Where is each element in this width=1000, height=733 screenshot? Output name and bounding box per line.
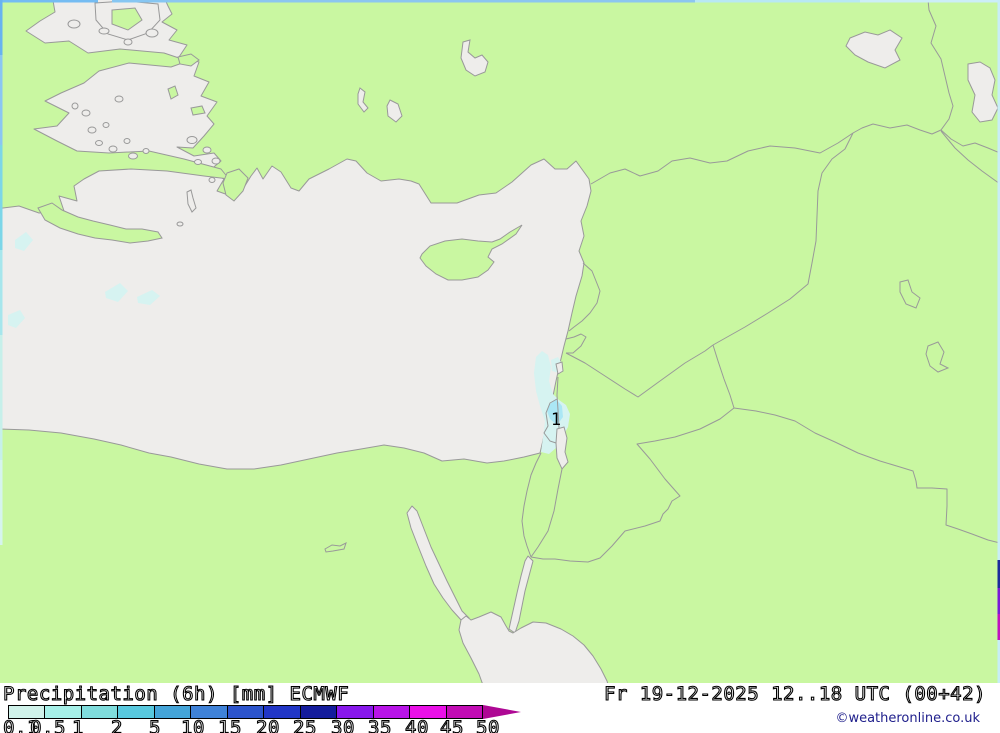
border-west-bank [543,398,558,444]
scale-value-label: 30 [331,717,355,733]
green-islands [37,53,523,281]
lakes [357,29,999,123]
legend-scale-cell [373,706,411,718]
legend-scale-cell [118,706,155,718]
legend-scale-cell [9,706,46,718]
depressions [324,279,950,553]
scale-arrow-icon [483,705,521,719]
scale-value-label: 20 [256,717,280,733]
sea-of-galilee [555,361,564,375]
legend-scale-cell [300,706,338,718]
scale-value-label: 1 [71,717,84,733]
border-turkey-syria [590,132,854,185]
legend-scale-cell [337,706,374,718]
scale-value-label: 10 [181,717,205,733]
border-jordan-saudi [530,407,735,563]
border-syria-iraq [712,132,854,346]
legend-scale-cell [45,706,82,718]
legend-scale-cell [264,706,301,718]
edge-strips [0,0,1000,683]
precip-core-spot [547,399,563,425]
border-jordan-iraq [712,344,735,409]
border-lebanon-syria [568,262,601,332]
scale-value-label: 45 [440,717,464,733]
forecast-datetime: Fr 19-12-2025 12..18 UTC (00+42) [603,683,986,705]
lake-urmia [967,61,999,123]
red-sea [406,505,609,683]
precipitation-scale [8,705,483,719]
legend-scale-cell [191,706,228,718]
scale-value-label: 5 [148,717,161,733]
island-chios [167,85,179,100]
scale-value-label: 15 [218,717,242,733]
precip-value-label: 1 [551,410,561,430]
land-mainland [0,0,1000,683]
weather-map: 1 [0,0,1000,683]
border-jordan-valley [530,376,563,558]
legend-scale-cell [410,706,447,718]
island-samos [190,105,206,116]
legend-scale-cell [81,706,119,718]
island-rhodes [222,168,249,202]
copyright-text: ©weatheronline.co.uk [835,711,980,726]
red-sea-body [458,611,609,683]
precip-sea-patch-2 [137,290,160,305]
aegean-islands [67,19,221,227]
legend-scale-cell [227,706,265,718]
lake-van [845,29,903,69]
egypt-depression [324,542,347,553]
country-borders [521,0,1000,563]
scale-value-label: 25 [293,717,317,733]
border-iraq-saudi [733,407,1000,544]
border-iran-iraq [940,130,1000,185]
legend-scale-cell [154,706,192,718]
island-cyprus [419,224,523,281]
levant-lakes [555,361,569,470]
scale-value-label: 40 [405,717,429,733]
scale-value-label: 35 [368,717,392,733]
legend-title: Precipitation (6h) [mm] ECMWF [2,683,350,705]
legend-bar: Precipitation (6h) [mm] ECMWF Fr 19-12-2… [0,683,1000,733]
lake-beysehir [357,87,369,113]
border-turkey-iran [927,0,954,131]
scale-value-label: 0.1 [3,717,39,733]
land-thrace [94,0,161,41]
dead-sea [555,426,569,470]
border-turkey-iraq [852,123,1000,154]
scale-value-label: 2 [110,717,123,733]
precip-sea-patch-3 [15,232,33,251]
border-israel-lebanon [565,333,587,354]
legend-scale-cell [446,706,483,718]
island-lesbos [177,53,200,67]
scale-value-label: 0.5 [30,717,66,733]
scale-value-label: 50 [476,717,500,733]
island-crete [37,202,163,244]
land-greece [0,0,230,214]
precip-sea-patch-1 [105,283,128,302]
lake-tuz [460,39,489,77]
border-syria-jordan [565,344,714,398]
precip-sea-patch-4 [8,310,25,328]
lake-egirdir [386,99,403,123]
border-egypt-israel [521,452,542,558]
